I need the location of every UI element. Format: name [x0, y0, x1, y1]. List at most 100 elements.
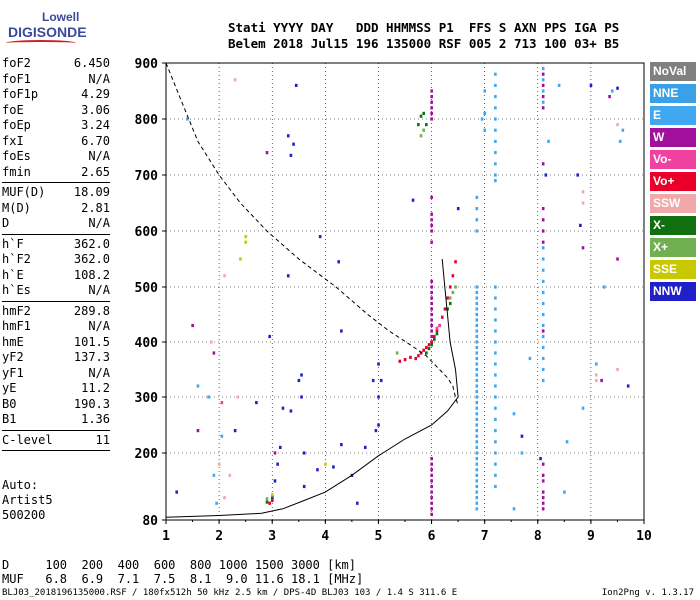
data-point	[417, 354, 420, 358]
data-point	[454, 285, 457, 289]
data-point	[265, 497, 269, 501]
param-value: 6.70	[81, 133, 110, 148]
data-point	[483, 89, 487, 93]
param-row: hmE 101.5	[2, 335, 110, 351]
plot-frame	[165, 62, 645, 521]
data-point	[446, 307, 449, 311]
data-point	[541, 490, 545, 494]
data-point	[541, 162, 545, 166]
data-point	[419, 134, 423, 138]
data-point	[475, 229, 479, 233]
data-point	[212, 351, 216, 355]
data-point	[475, 406, 479, 410]
data-point	[475, 395, 479, 399]
data-point	[414, 356, 418, 361]
param-value: 6.450	[73, 56, 110, 70]
param-value: 3.06	[81, 102, 110, 117]
param-value: 11	[95, 432, 110, 447]
data-point	[430, 496, 433, 500]
data-point	[430, 484, 433, 489]
data-point	[475, 207, 479, 211]
param-name: yE	[2, 381, 17, 395]
data-point	[398, 359, 402, 363]
data-point	[618, 139, 622, 143]
param-value: 190.3	[73, 396, 110, 411]
data-point	[541, 67, 545, 71]
param-row: yF1 N/A	[2, 366, 110, 382]
data-point	[223, 274, 226, 278]
data-point	[541, 106, 545, 110]
y-tick-label: 400	[135, 336, 159, 351]
data-point	[448, 301, 452, 306]
data-point	[541, 72, 545, 76]
data-point	[430, 468, 433, 472]
data-point	[541, 462, 545, 466]
data-point	[332, 465, 335, 469]
param-row: B1 1.36	[2, 412, 110, 428]
param-name: D	[2, 216, 10, 230]
param-row: yF2 137.3	[2, 350, 110, 366]
data-point	[541, 257, 545, 261]
data-point	[443, 307, 447, 311]
param-row: foF1p 4.29	[2, 87, 110, 103]
header-line1: Stati YYYY DAY DDD HHMMSS P1 FFS S AXN P…	[228, 20, 620, 35]
data-point	[475, 290, 479, 295]
data-point	[186, 117, 189, 121]
data-point	[547, 139, 550, 143]
data-point	[600, 378, 603, 383]
data-point	[430, 323, 433, 328]
y-tick-label: 900	[135, 57, 159, 72]
param-value: 362.0	[73, 236, 110, 251]
data-point	[541, 378, 545, 383]
legend-item-ssw: SSW	[650, 194, 696, 213]
data-point	[430, 512, 433, 517]
data-point	[411, 198, 415, 202]
param-row: h`Es N/A	[2, 283, 110, 299]
data-point	[271, 493, 274, 497]
data-point	[268, 334, 271, 339]
x-tick-label: 2	[215, 529, 223, 544]
data-point	[294, 83, 298, 87]
data-point	[273, 479, 277, 483]
data-point	[292, 142, 295, 146]
y-tick-label: 600	[135, 225, 159, 240]
param-value: 3.24	[81, 118, 110, 132]
data-point	[475, 462, 479, 466]
data-point	[268, 501, 271, 505]
param-row: fxI 6.70	[2, 134, 110, 150]
data-point	[483, 128, 487, 132]
data-point	[541, 218, 545, 222]
data-point	[395, 351, 399, 355]
footer-muf-row: MUF 6.8 6.9 7.1 7.5 8.1 9.0 11.6 18.1 [M…	[2, 572, 364, 586]
data-point	[220, 401, 224, 405]
data-point	[255, 401, 258, 405]
param-row: hmF2 289.8	[2, 304, 110, 320]
data-point	[475, 334, 479, 339]
x-tick-label: 9	[587, 529, 595, 544]
legend-item-xplus: X+	[650, 238, 696, 257]
data-point	[409, 355, 412, 359]
data-point	[433, 334, 436, 339]
data-point	[475, 490, 479, 494]
data-point	[430, 223, 433, 227]
data-point	[541, 290, 545, 295]
x-tick-label: 10	[636, 529, 652, 544]
data-point	[475, 318, 479, 322]
footer-distance-row: D 100 200 400 600 800 1000 1500 3000 [km…	[2, 558, 357, 572]
data-point	[196, 384, 200, 388]
data-point	[557, 83, 561, 87]
y-tick-label: 800	[135, 113, 159, 128]
data-point	[544, 173, 548, 177]
data-point	[576, 173, 580, 177]
data-point	[475, 356, 479, 361]
data-point	[541, 312, 545, 317]
data-point	[494, 462, 497, 466]
data-point	[430, 501, 433, 505]
data-point	[212, 473, 216, 477]
legend-item-nne: NNE	[650, 84, 696, 103]
data-point	[475, 384, 479, 388]
data-point	[475, 195, 479, 199]
param-value: 4.29	[81, 87, 110, 101]
data-point	[297, 378, 301, 383]
